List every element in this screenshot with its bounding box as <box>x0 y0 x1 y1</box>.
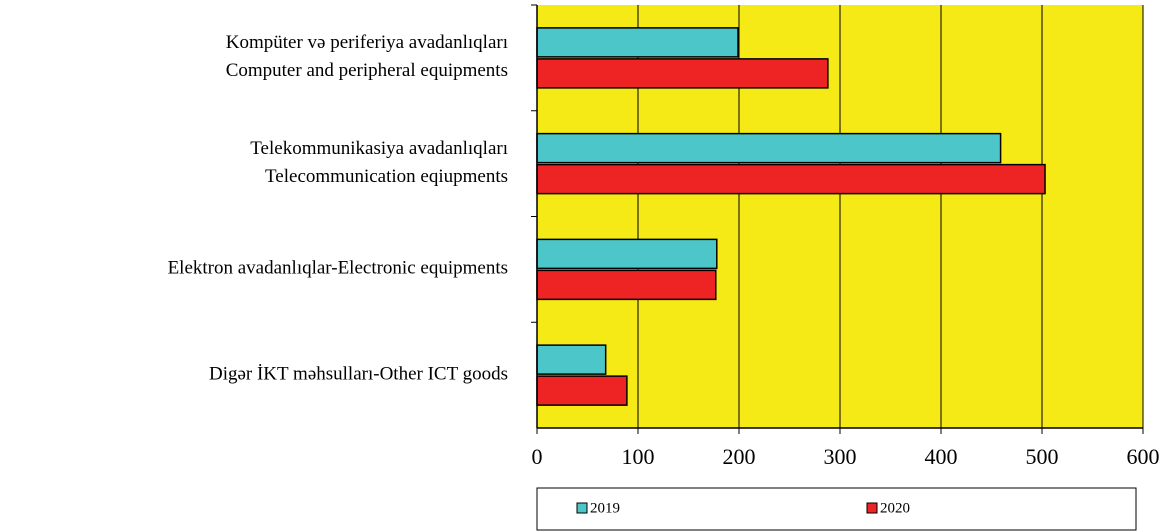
x-tick-label: 100 <box>622 444 655 469</box>
y-tick-label: Digər İKT məhsulları-Other ICT goods <box>209 363 508 384</box>
y-tick-label: Telekommunikasiya avadanlıqları <box>250 138 508 159</box>
bar <box>536 132 1002 164</box>
legend-swatch <box>576 502 588 514</box>
x-tick-label: 600 <box>1127 444 1160 469</box>
bar <box>536 344 607 375</box>
bar <box>536 375 628 406</box>
x-tick-label: 200 <box>723 444 756 469</box>
y-tick-label: Computer and peripheral equipments <box>226 60 508 81</box>
x-tick-label: 0 <box>532 444 543 469</box>
legend <box>536 487 1137 531</box>
bar <box>536 269 717 301</box>
legend-swatch <box>866 502 878 514</box>
bar <box>536 27 739 58</box>
bar <box>536 163 1046 195</box>
legend-label: 2019 <box>590 500 620 516</box>
x-tick-label: 300 <box>824 444 857 469</box>
y-tick-label: Kompüter və periferiya avadanlıqları <box>226 32 508 53</box>
bar <box>536 58 829 89</box>
y-tick-label: Telecommunication eqiupments <box>265 166 508 187</box>
x-tick-label: 500 <box>1026 444 1059 469</box>
x-tick-label: 400 <box>925 444 958 469</box>
y-tick-label: Elektron avadanlıqlar-Electronic equipme… <box>168 258 508 279</box>
bar <box>536 238 718 270</box>
legend-label: 2020 <box>880 500 910 516</box>
